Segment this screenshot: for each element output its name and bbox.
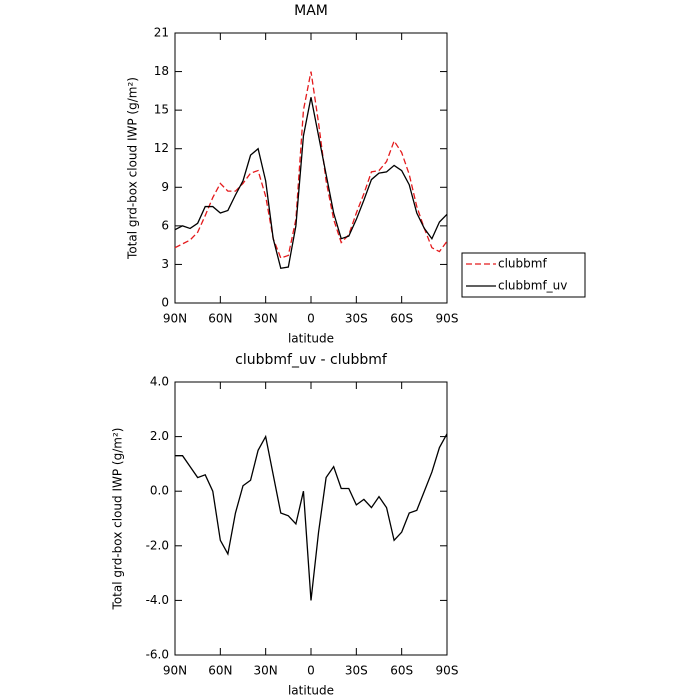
legend-box xyxy=(461,252,586,298)
y-axis-label: Total grd-box cloud IWP (g/m²) xyxy=(111,428,125,611)
x-tick-label: 90S xyxy=(436,312,459,326)
y-tick-label: 15 xyxy=(154,103,169,117)
y-tick-label: 9 xyxy=(161,180,169,194)
x-tick-label: 60S xyxy=(390,664,413,678)
y-tick-label: -4.0 xyxy=(146,593,169,607)
y-axis-label: Total grd-box cloud IWP (g/m²) xyxy=(126,77,140,260)
x-tick-label: 30N xyxy=(254,664,278,678)
x-tick-label: 60N xyxy=(208,664,232,678)
x-tick-label: 30N xyxy=(254,312,278,326)
x-tick-label: 90N xyxy=(163,664,187,678)
plot-frame xyxy=(174,381,448,656)
y-tick-label: 21 xyxy=(154,26,169,40)
legend-label: clubbmf xyxy=(498,257,547,271)
x-tick-label: 90S xyxy=(436,664,459,678)
x-tick-label: 30S xyxy=(345,312,368,326)
x-tick-label: 60N xyxy=(208,312,232,326)
y-tick-label: 0.0 xyxy=(150,484,169,498)
y-tick-label: 3 xyxy=(161,257,169,271)
legend-label: clubbmf_uv xyxy=(498,279,567,293)
x-tick-label: 90N xyxy=(163,312,187,326)
y-tick-label: 18 xyxy=(154,64,169,78)
x-tick-label: 30S xyxy=(345,664,368,678)
x-tick-label: 0 xyxy=(307,664,315,678)
y-tick-label: 4.0 xyxy=(150,375,169,389)
y-tick-label: 6 xyxy=(161,218,169,232)
data-line xyxy=(174,97,448,270)
y-tick-label: -2.0 xyxy=(146,538,169,552)
x-axis-label: latitude xyxy=(288,332,334,346)
y-tick-label: 0 xyxy=(161,296,169,310)
y-tick-label: 12 xyxy=(154,141,169,155)
x-axis-label: latitude xyxy=(288,684,334,698)
chart-title: clubbmf_uv - clubbmf xyxy=(235,352,388,368)
data-line xyxy=(175,433,448,601)
x-tick-label: 60S xyxy=(390,312,413,326)
x-tick-label: 0 xyxy=(307,312,315,326)
chart-title: MAM xyxy=(294,3,328,19)
data-line xyxy=(174,71,448,259)
y-tick-label: 2.0 xyxy=(150,429,169,443)
y-tick-label: -6.0 xyxy=(146,648,169,662)
